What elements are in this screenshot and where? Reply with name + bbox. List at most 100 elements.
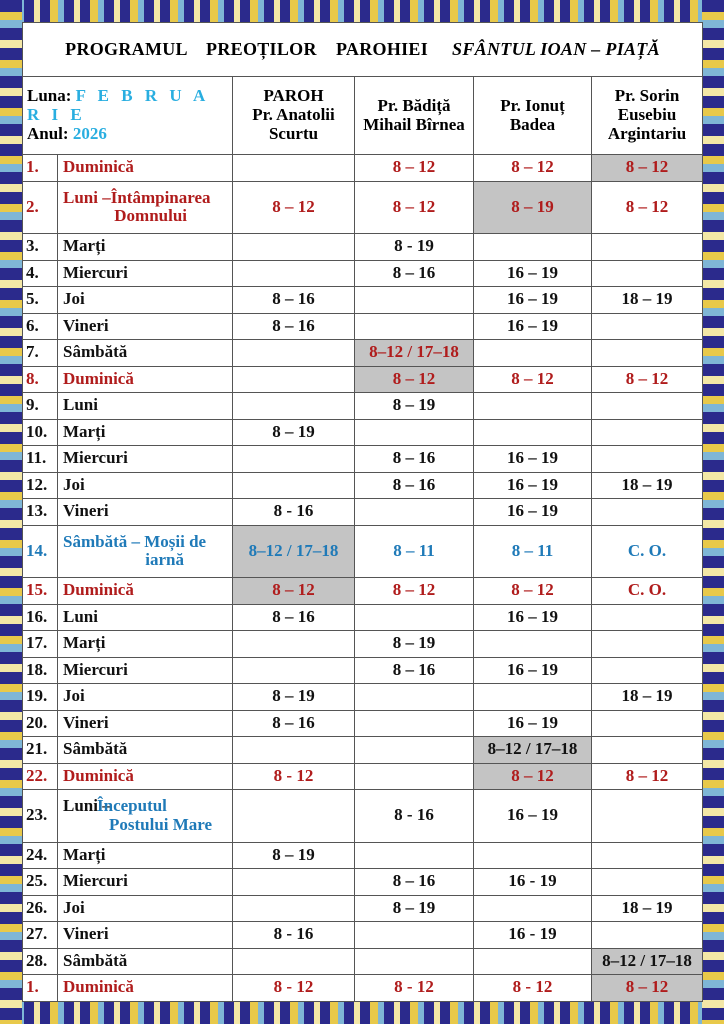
table-row: 12. Joi 8 – 16 16 – 19 18 – 19 bbox=[22, 471, 704, 499]
schedule-cell-sorin: 18 – 19 bbox=[590, 471, 704, 499]
table-row: 1. Duminică 8 – 12 8 – 12 8 – 12 bbox=[22, 154, 704, 182]
schedule-cell-badita: 8 – 16 bbox=[354, 656, 474, 684]
schedule-cell-paroh bbox=[232, 392, 355, 420]
day-name: Joi bbox=[57, 894, 233, 922]
header-row: Luna: F E B R U A R I E Anul: 2026 PAROH… bbox=[22, 76, 704, 155]
year-value: 2026 bbox=[72, 123, 107, 143]
title-row: PROGRAMUL PREOȚILOR PAROHIEI SFÂNTUL IOA… bbox=[21, 22, 704, 77]
day-number: 10. bbox=[22, 418, 58, 446]
schedule-cell-paroh: 8–12 / 17–18 bbox=[232, 524, 355, 578]
schedule-cell-badita bbox=[354, 841, 474, 869]
day-number: 23. bbox=[22, 789, 58, 843]
schedule-cell-sorin bbox=[590, 709, 704, 737]
day-number: 2. bbox=[22, 180, 58, 234]
day-number: 19. bbox=[22, 683, 58, 711]
day-name: Joi bbox=[57, 471, 233, 499]
table-row: 26. Joi 8 – 19 18 – 19 bbox=[22, 894, 704, 922]
day-number: 6. bbox=[22, 312, 58, 340]
table-row: 14. Sâmbătă – Moșii de iarnă 8–12 / 17–18 8 … bbox=[22, 524, 704, 578]
month-label: Luna: bbox=[27, 86, 72, 106]
schedule-cell-ionut: 16 - 19 bbox=[473, 921, 592, 949]
schedule-cell-sorin bbox=[590, 392, 704, 420]
schedule-cell-badita: 8 - 16 bbox=[354, 789, 474, 843]
day-number: 13. bbox=[22, 498, 58, 526]
schedule-cell-ionut: 16 – 19 bbox=[473, 259, 592, 287]
schedule-cell-badita: 8–12 / 17–18 bbox=[354, 339, 474, 367]
table-row: 10. Marți 8 – 19 bbox=[22, 418, 704, 446]
schedule-cell-paroh: 8 - 16 bbox=[232, 498, 355, 526]
day-name: Sâmbătă bbox=[57, 947, 233, 975]
schedule-cell-sorin: 8 – 12 bbox=[590, 762, 704, 790]
table-row: 25. Miercuri 8 – 16 16 - 19 bbox=[22, 868, 704, 896]
day-name: Miercuri bbox=[57, 445, 233, 473]
schedule-cell-badita bbox=[354, 498, 474, 526]
schedule-cell-paroh: 8 – 16 bbox=[232, 312, 355, 340]
schedule-cell-sorin bbox=[590, 498, 704, 526]
schedule-cell-ionut bbox=[473, 418, 592, 446]
schedule-cell-sorin bbox=[590, 418, 704, 446]
schedule-cell-paroh: 8 – 16 bbox=[232, 709, 355, 737]
day-name: Sâmbătă bbox=[57, 339, 233, 367]
schedule-cell-paroh: 8 – 16 bbox=[232, 603, 355, 631]
day-number: 21. bbox=[22, 736, 58, 764]
table-row: 2. Luni –Întâmpinarea Domnului 8 – 12 8 – 12… bbox=[22, 180, 704, 234]
schedule-cell-sorin: 8 – 12 bbox=[590, 180, 704, 234]
day-number: 20. bbox=[22, 709, 58, 737]
day-name: Sâmbătă – Moșii de iarnă bbox=[57, 524, 233, 578]
column-header-ionut: Pr. Ionuț Badea bbox=[473, 76, 592, 155]
schedule-cell-badita: 8 - 19 bbox=[354, 233, 474, 261]
schedule-cell-badita bbox=[354, 709, 474, 737]
schedule-cell-paroh bbox=[232, 630, 355, 658]
schedule-cell-ionut bbox=[473, 683, 592, 711]
table-row: 28. Sâmbătă 8–12 / 17–18 bbox=[22, 947, 704, 975]
schedule-cell-paroh bbox=[232, 233, 355, 261]
table-row: 9. Luni 8 – 19 bbox=[22, 392, 704, 420]
day-number: 4. bbox=[22, 259, 58, 287]
schedule-cell-badita: 8 – 11 bbox=[354, 524, 474, 578]
schedule-cell-ionut: 8 – 12 bbox=[473, 762, 592, 790]
schedule-cell-ionut bbox=[473, 894, 592, 922]
title-main: PROGRAMUL PREOȚILOR PAROHIEI bbox=[65, 38, 429, 59]
table-row: 24. Marți 8 – 19 bbox=[22, 841, 704, 869]
page-title: PROGRAMUL PREOȚILOR PAROHIEI SFÂNTUL IOA… bbox=[21, 22, 704, 77]
table-row: 13. Vineri 8 - 16 16 – 19 bbox=[22, 498, 704, 526]
schedule-cell-sorin bbox=[590, 921, 704, 949]
month-value: F E B R U A R I E bbox=[27, 86, 209, 125]
schedule-cell-ionut: 8 – 19 bbox=[473, 180, 592, 234]
schedule-cell-badita: 8 – 19 bbox=[354, 630, 474, 658]
schedule-cell-sorin bbox=[590, 841, 704, 869]
schedule-cell-paroh: 8 – 19 bbox=[232, 418, 355, 446]
day-name: Luni bbox=[57, 392, 233, 420]
month-year-cell: Luna: F E B R U A R I E Anul: 2026 bbox=[22, 76, 233, 155]
schedule-cell-ionut: 16 – 19 bbox=[473, 603, 592, 631]
day-name: Marți bbox=[57, 233, 233, 261]
table-row: 5. Joi 8 – 16 16 – 19 18 – 19 bbox=[22, 286, 704, 314]
day-name: Joi bbox=[57, 286, 233, 314]
schedule-cell-ionut: 8 – 12 bbox=[473, 577, 592, 605]
schedule-cell-paroh bbox=[232, 339, 355, 367]
schedule-cell-badita: 8 – 16 bbox=[354, 445, 474, 473]
schedule-cell-sorin: 18 – 19 bbox=[590, 894, 704, 922]
schedule-cell-ionut: 8 – 12 bbox=[473, 154, 592, 182]
day-number: 1. bbox=[22, 974, 58, 1002]
day-number: 14. bbox=[22, 524, 58, 578]
schedule-cell-badita bbox=[354, 921, 474, 949]
day-name: Miercuri bbox=[57, 259, 233, 287]
schedule-cell-sorin bbox=[590, 736, 704, 764]
schedule-cell-sorin: 18 – 19 bbox=[590, 286, 704, 314]
day-number: 11. bbox=[22, 445, 58, 473]
table-row: 15. Duminică 8 – 12 8 – 12 8 – 12 C. O. bbox=[22, 577, 704, 605]
table-row: 3. Marți 8 - 19 bbox=[22, 233, 704, 261]
schedule-cell-badita: 8 – 12 bbox=[354, 180, 474, 234]
table-row: 6. Vineri 8 – 16 16 – 19 bbox=[22, 312, 704, 340]
schedule-cell-ionut: 16 – 19 bbox=[473, 312, 592, 340]
schedule-cell-badita: 8 – 16 bbox=[354, 868, 474, 896]
schedule-cell-ionut bbox=[473, 841, 592, 869]
table-row: 18. Miercuri 8 – 16 16 – 19 bbox=[22, 656, 704, 684]
day-number: 18. bbox=[22, 656, 58, 684]
day-name: Luni –Întâmpinarea Domnului bbox=[57, 180, 233, 234]
day-name: Miercuri bbox=[57, 868, 233, 896]
schedule-cell-sorin bbox=[590, 339, 704, 367]
table-row: 11. Miercuri 8 – 16 16 – 19 bbox=[22, 445, 704, 473]
day-name: Duminică bbox=[57, 577, 233, 605]
